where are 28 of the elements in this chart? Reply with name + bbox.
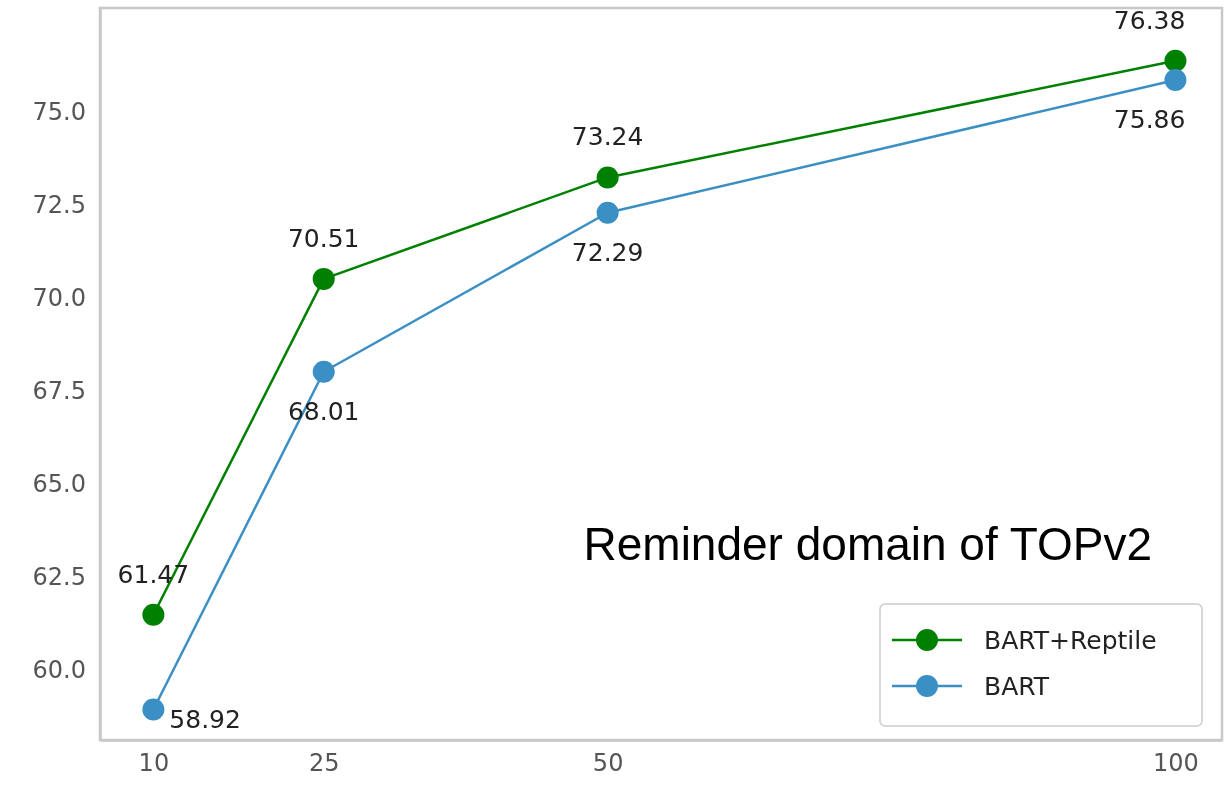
x-tick-label: 25 <box>308 749 340 778</box>
annotation: Reminder domain of TOPv2 <box>583 518 1152 570</box>
y-tick-label: 62.5 <box>32 562 86 591</box>
x-tick-label: 100 <box>1153 749 1199 778</box>
y-tick-label: 60.0 <box>32 655 86 684</box>
point <box>312 360 335 383</box>
data-label: 76.38 <box>1113 5 1186 35</box>
point <box>596 166 619 189</box>
point <box>142 603 165 626</box>
data-label: 70.51 <box>287 223 360 253</box>
y-tick-label: 75.0 <box>32 98 86 127</box>
x-tick-label: 50 <box>592 749 624 778</box>
y-tick-label: 72.5 <box>32 191 86 220</box>
data-label: 73.24 <box>571 122 644 152</box>
y-tick-label: 67.5 <box>32 376 86 405</box>
y-tick-label: 65.0 <box>32 469 86 498</box>
data-label: 72.29 <box>571 237 644 267</box>
y-tick-label: 70.0 <box>32 284 86 313</box>
legend-label: BART <box>984 672 1050 701</box>
data-label: 58.92 <box>169 704 241 734</box>
point <box>1164 69 1187 92</box>
point <box>312 267 335 290</box>
legend-label: BART+Reptile <box>984 626 1157 655</box>
x-tick-label: 10 <box>138 749 170 778</box>
point <box>596 201 619 224</box>
point <box>142 698 165 721</box>
point <box>1164 49 1187 72</box>
data-label: 75.86 <box>1113 105 1186 135</box>
